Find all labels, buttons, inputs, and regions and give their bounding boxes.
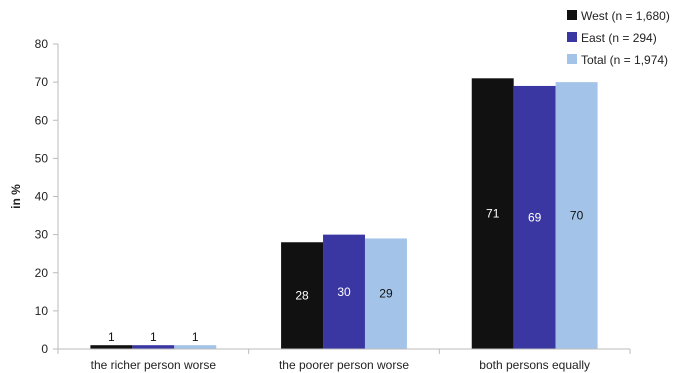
y-tick-label: 70 — [35, 75, 49, 89]
legend-swatch — [567, 10, 577, 20]
bar — [90, 345, 133, 349]
x-tick-label: the poorer person worse — [279, 358, 409, 372]
y-tick-label: 0 — [41, 342, 48, 356]
legend-label: Total (n = 1,974) — [581, 53, 668, 67]
data-label: 1 — [192, 330, 199, 344]
data-label: 1 — [150, 330, 157, 344]
bar — [281, 242, 324, 349]
legend-label: West (n = 1,680) — [581, 9, 670, 23]
bar — [513, 85, 556, 349]
data-label: 28 — [295, 289, 309, 303]
y-tick-label: 30 — [35, 228, 49, 242]
y-axis: 0 10 20 30 40 50 60 70 80 — [35, 37, 59, 356]
bar — [471, 78, 514, 349]
legend-label: East (n = 294) — [581, 31, 657, 45]
y-axis-title: in % — [9, 184, 23, 209]
legend-swatch — [567, 54, 577, 64]
bars: 1 1 1 28 30 29 71 69 70 — [90, 78, 598, 349]
y-tick-label: 10 — [35, 304, 49, 318]
bar — [555, 82, 598, 349]
x-axis: the richer person worse the poorer person… — [57, 348, 631, 372]
x-tick-label: the richer person worse — [91, 358, 217, 372]
bar — [174, 345, 217, 349]
y-tick-label: 20 — [35, 266, 49, 280]
bar — [364, 238, 407, 349]
data-label: 1 — [108, 330, 115, 344]
data-label: 71 — [486, 207, 500, 221]
legend-swatch — [567, 32, 577, 42]
x-tick-label: both persons equally — [479, 358, 590, 372]
data-label: 30 — [337, 285, 351, 299]
bar — [132, 345, 175, 349]
y-tick-label: 40 — [35, 190, 49, 204]
data-label: 69 — [528, 210, 542, 224]
data-label: 29 — [379, 287, 393, 301]
y-tick-label: 80 — [35, 37, 49, 51]
y-tick-label: 60 — [35, 113, 49, 127]
legend: West (n = 1,680) East (n = 294) Total (n =… — [567, 9, 670, 67]
data-label: 70 — [570, 209, 584, 223]
y-tick-label: 50 — [35, 151, 49, 165]
bar — [323, 234, 365, 349]
